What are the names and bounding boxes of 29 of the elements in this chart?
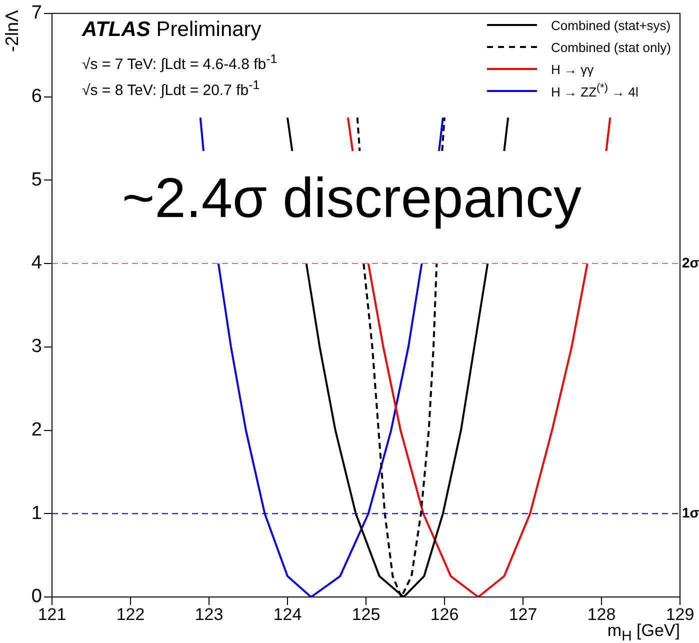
y-tick-label: 7: [31, 2, 42, 24]
x-tick-label: 126: [430, 604, 459, 624]
legend-label: Combined (stat+sys): [551, 18, 671, 32]
x-tick-label: 128: [587, 604, 616, 624]
x-tick-label: 122: [116, 604, 145, 624]
x-tick-label: 125: [352, 604, 380, 624]
y-tick-label: 4: [31, 252, 42, 274]
x-axis-title: m$_{H}$ [GeV]: [607, 621, 680, 643]
x-tick-label: 127: [508, 604, 538, 624]
y-tick-label: 5: [31, 169, 42, 190]
y-axis-title: -2lnΛ: [2, 10, 23, 52]
annotation: √s = 8 TeV: ∫Ldt = 20.7 fb$^{-1}$: [82, 78, 260, 99]
legend-label: Combined (stat only): [551, 40, 671, 54]
ref-line-label: 2σ: [682, 254, 699, 270]
legend-label: H → ZZ$^{(*)}$ → 4l: [551, 82, 638, 100]
annotation: ~2.4σ discrepancy: [118, 155, 586, 241]
x-tick-label: 124: [273, 604, 302, 624]
annotation: √s = 7 TeV: ∫Ldt = 4.6-4.8 fb$^{-1}$: [82, 52, 278, 73]
y-tick-label: 2: [31, 419, 42, 440]
ref-line-label: 1σ: [682, 504, 699, 520]
x-tick-label: 123: [194, 604, 224, 624]
y-tick-label: 6: [31, 86, 42, 108]
y-tick-label: 1: [31, 502, 42, 524]
y-tick-label: 3: [31, 336, 42, 358]
x-tick-label: 129: [666, 604, 694, 624]
y-tick-label: 0: [31, 586, 42, 608]
legend-label: H → γγ: [551, 62, 594, 76]
x-tick-label: 121: [38, 604, 66, 624]
annotation: ATLAS Preliminary: [82, 18, 262, 42]
